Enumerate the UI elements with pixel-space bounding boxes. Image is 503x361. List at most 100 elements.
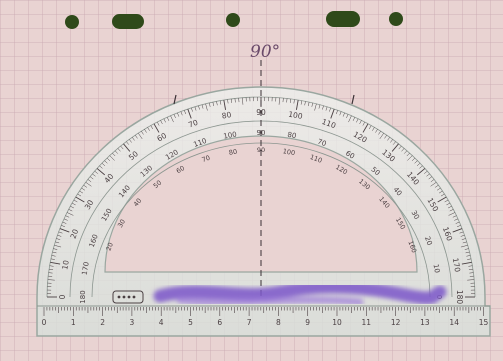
degree-tick [112, 152, 116, 157]
degree-tick [57, 234, 62, 237]
degree-tick [135, 135, 138, 139]
degree-tick [454, 218, 459, 221]
degree-tick [456, 225, 461, 227]
degree-tick [419, 165, 423, 169]
degree-tick [54, 244, 62, 248]
degree-tick [375, 129, 378, 133]
degree-tick [398, 145, 402, 150]
degree-tick [66, 212, 74, 216]
degree-tick [387, 137, 390, 141]
ruler-cm-label: 5 [188, 318, 193, 327]
scale-label: 100 [288, 110, 304, 121]
degree-tick [293, 99, 295, 104]
degree-tick [330, 108, 335, 119]
degree-tick [208, 102, 211, 107]
degree-tick [138, 133, 143, 140]
degree-tick [59, 228, 70, 233]
degree-tick [460, 244, 468, 248]
degree-tick [230, 98, 233, 103]
degree-tick [438, 190, 443, 194]
degree-tick [414, 160, 418, 164]
degree-tick [468, 268, 473, 270]
degree-tick [404, 150, 408, 154]
binder-hole [389, 12, 403, 26]
scale-label: 50 [152, 179, 163, 190]
ruler-cm-label: 0 [42, 318, 47, 327]
degree-tick [194, 106, 197, 111]
maker-logo-dot [132, 295, 136, 299]
degree-tick [94, 170, 98, 174]
degree-tick [62, 221, 67, 224]
degree-tick [163, 118, 166, 123]
degree-tick [56, 238, 61, 240]
degree-tick [201, 104, 204, 109]
degree-tick [51, 255, 56, 257]
degree-tick [339, 111, 342, 116]
ruler-cm-label: 13 [420, 318, 430, 327]
binder-hole [65, 15, 79, 29]
degree-tick [205, 103, 208, 111]
degree-tick [87, 179, 92, 182]
degree-tick [464, 248, 469, 250]
degree-tick [227, 99, 229, 104]
degree-tick [318, 104, 321, 109]
degree-tick [58, 231, 63, 234]
degree-tick [461, 238, 466, 240]
degree-tick [50, 261, 61, 265]
degree-tick [216, 101, 218, 106]
degree-tick [449, 209, 454, 212]
degree-tick [295, 99, 299, 110]
degree-tick [384, 135, 387, 139]
degree-tick [65, 215, 70, 218]
degree-tick [79, 190, 84, 194]
scale-label: 100 [282, 147, 296, 157]
degree-tick [129, 139, 132, 143]
ruler-cm-label: 8 [276, 318, 281, 327]
scale-label: 170 [81, 261, 91, 276]
degree-tick [177, 112, 180, 117]
degree-tick [467, 258, 472, 260]
degree-tick [465, 251, 470, 254]
degree-tick [99, 165, 103, 169]
scale-label: 50 [369, 165, 381, 177]
scale-label: 10 [432, 263, 441, 273]
degree-tick [342, 112, 345, 117]
degree-tick [378, 131, 381, 135]
degree-tick [430, 179, 435, 182]
degree-tick [104, 160, 108, 164]
degree-tick [89, 176, 94, 180]
degree-tick [434, 184, 439, 188]
degree-tick [459, 231, 464, 234]
degree-tick [52, 251, 57, 254]
reference-mark [351, 94, 355, 105]
degree-tick [83, 184, 88, 188]
scale-label: 110 [309, 153, 323, 165]
degree-tick [411, 157, 416, 162]
degree-tick [406, 152, 410, 157]
ruler-cm-label: 7 [247, 318, 252, 327]
degree-tick [219, 100, 222, 105]
scale-label: 70 [316, 138, 327, 149]
scale-label: 30 [83, 198, 96, 211]
degree-tick [401, 148, 405, 152]
degree-tick [187, 108, 192, 119]
degree-tick [198, 105, 200, 110]
scale-label: 30 [409, 209, 420, 221]
scale-label: 80 [228, 148, 238, 157]
degree-tick [173, 114, 176, 119]
degree-tick [430, 182, 437, 187]
degree-tick [346, 114, 349, 119]
degree-tick [368, 125, 372, 130]
degree-tick [452, 228, 463, 233]
degree-tick [416, 168, 426, 176]
degree-tick [166, 117, 170, 121]
degree-tick [92, 173, 96, 177]
degree-tick [117, 148, 121, 152]
ruler-cm-label: 14 [449, 318, 459, 327]
ruler-cm-labels: 0 1 2 3 4 5 6 7 8 9 10 11 12 13 14 15 [42, 318, 489, 327]
degree-tick [466, 255, 471, 257]
degree-tick [96, 168, 106, 176]
degree-tick [348, 115, 352, 123]
degree-tick [390, 139, 393, 143]
